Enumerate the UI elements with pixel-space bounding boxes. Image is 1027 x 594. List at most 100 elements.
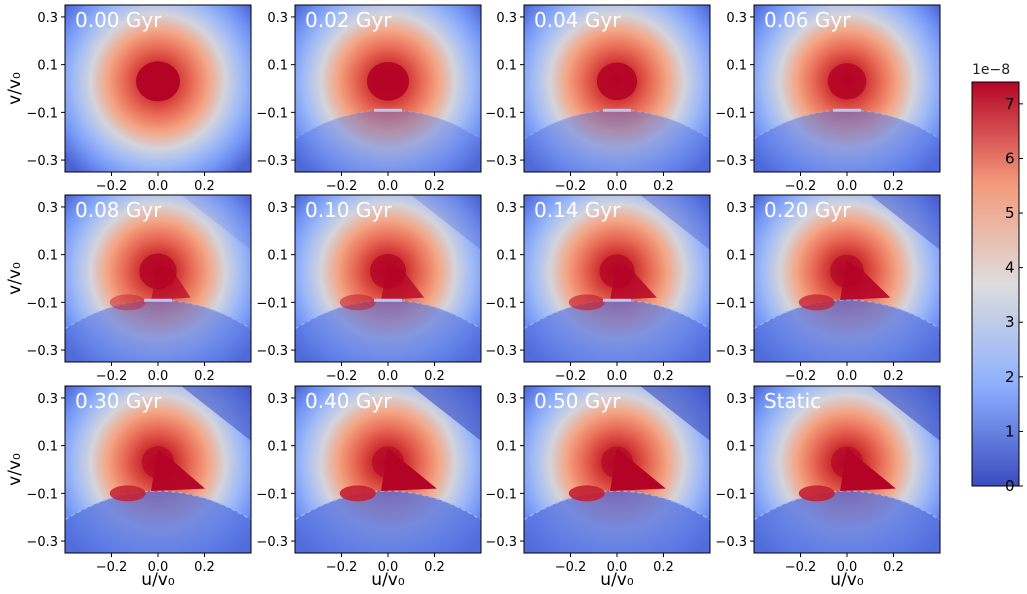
- x-tick-label: 0.0: [148, 179, 169, 194]
- heatmap-panel: 0.04 Gyr −0.2 0.0 0.2 0.3 0.1 −0.1 −0.3: [485, 4, 711, 194]
- y-tick-label: 0.3: [726, 11, 747, 26]
- x-tick-label: −0.2: [96, 179, 128, 194]
- density-low-region: [870, 195, 940, 250]
- y-tick-label: 0.3: [496, 392, 517, 407]
- panel-time-label: 0.04 Gyr: [534, 8, 621, 32]
- y-tick-label: 0.3: [37, 201, 58, 216]
- y-axis-label: v/v₀: [5, 262, 25, 295]
- y-tick-label: 0.1: [496, 59, 517, 74]
- density-low-region: [640, 195, 710, 250]
- colorbar-tick-label: 3: [1005, 313, 1015, 331]
- colorbar: 1e−8 0 1 2 3 4 5 6 7: [971, 62, 1023, 495]
- heatmap-panel: 0.02 Gyr −0.2 0.0 0.2 0.3 0.1 −0.1 −0.3: [256, 4, 482, 194]
- x-axis-label: u/v₀: [600, 570, 634, 590]
- x-tick-label: −0.2: [326, 179, 358, 194]
- density-arc-region: [295, 110, 481, 172]
- panel-time-label: 0.20 Gyr: [764, 198, 851, 222]
- heatmap-panel: 0.40 Gyr −0.2 0.0 0.2 0.3 0.1 −0.1 −0.3 u/v₀: [256, 385, 482, 590]
- density-lobe: [339, 294, 376, 311]
- resonance-strip: [603, 108, 631, 112]
- panel-time-label: 0.40 Gyr: [305, 389, 392, 413]
- heatmap-panel: 0.10 Gyr −0.2 0.0 0.2 0.3 0.1 −0.1 −0.3: [256, 194, 482, 384]
- x-tick-label: 0.0: [148, 560, 169, 575]
- density-wedge: [840, 448, 896, 491]
- y-tick-label: −0.1: [256, 106, 288, 121]
- density-wedge: [840, 260, 891, 300]
- y-tick-label: 0.1: [267, 440, 288, 455]
- density-low-region: [181, 386, 251, 441]
- colorbar-multiplier: 1e−8: [972, 62, 1010, 78]
- density-wedge: [151, 449, 206, 491]
- y-axis-label: v/v₀: [5, 453, 25, 486]
- x-tick-label: 0.2: [194, 179, 215, 194]
- x-tick-label: 0.2: [424, 179, 445, 194]
- heatmap-panel: 0.50 Gyr −0.2 0.0 0.2 0.3 0.1 −0.1 −0.3 u/v₀: [485, 385, 711, 590]
- y-tick-label: 0.1: [267, 59, 288, 74]
- panel-time-label: 0.14 Gyr: [534, 198, 621, 222]
- x-tick-label: −0.2: [96, 560, 128, 575]
- y-tick-label: −0.3: [715, 154, 747, 169]
- density-wedge: [381, 264, 425, 300]
- colorbar-tick-label: 7: [1005, 95, 1015, 113]
- panel-time-label: 0.06 Gyr: [764, 8, 851, 32]
- y-tick-label: −0.3: [485, 154, 517, 169]
- x-tick-label: −0.2: [555, 179, 587, 194]
- y-tick-label: −0.3: [26, 344, 58, 359]
- arc-boundary: [295, 490, 481, 521]
- density-arc-region: [754, 110, 940, 172]
- density-arc-region: [65, 300, 251, 362]
- y-tick-label: −0.1: [485, 296, 517, 311]
- x-tick-label: 0.0: [607, 369, 628, 384]
- density-core: [366, 61, 410, 101]
- density-lobe: [339, 485, 376, 502]
- heatmap-panel: 0.30 Gyr −0.2 0.0 0.2 0.3 0.1 −0.1 −0.3 v/v₀ u/v₀: [5, 385, 252, 590]
- y-tick-label: −0.3: [485, 344, 517, 359]
- x-tick-label: 0.2: [653, 179, 674, 194]
- x-tick-label: −0.2: [326, 369, 358, 384]
- x-tick-label: 0.2: [653, 369, 674, 384]
- x-tick-label: 0.2: [883, 179, 904, 194]
- heatmap-panel: 0.00 Gyr −0.2 0.0 0.2 0.3 0.1 −0.1 −0.3 v/v₀: [5, 4, 252, 194]
- density-arc-region: [295, 491, 481, 553]
- colorbar-tick-label: 5: [1005, 204, 1015, 222]
- panel-time-label: 0.30 Gyr: [75, 389, 162, 413]
- panel-time-label: 0.00 Gyr: [75, 8, 162, 32]
- y-tick-label: 0.1: [726, 59, 747, 74]
- x-tick-label: −0.2: [785, 179, 817, 194]
- density-low-region: [640, 386, 710, 441]
- density-lobe: [109, 485, 146, 502]
- y-tick-label: −0.3: [485, 535, 517, 550]
- x-tick-label: 0.2: [194, 369, 215, 384]
- density-arc-region: [754, 491, 940, 553]
- heatmap-panel: 0.14 Gyr −0.2 0.0 0.2 0.3 0.1 −0.1 −0.3: [485, 194, 711, 384]
- x-tick-label: 0.0: [148, 369, 169, 384]
- y-tick-label: 0.1: [37, 59, 58, 74]
- density-lobe: [798, 485, 835, 502]
- panel-time-label: 0.02 Gyr: [305, 8, 392, 32]
- heatmap-panel: 0.08 Gyr −0.2 0.0 0.2 0.3 0.1 −0.1 −0.3 v/v₀: [5, 194, 252, 384]
- resonance-strip: [374, 298, 402, 302]
- x-axis-label: u/v₀: [371, 570, 405, 590]
- density-core: [827, 63, 867, 100]
- y-tick-label: 0.3: [37, 392, 58, 407]
- density-low-region: [870, 386, 940, 441]
- x-tick-label: 0.2: [653, 560, 674, 575]
- y-tick-label: −0.3: [715, 535, 747, 550]
- y-tick-label: −0.1: [256, 296, 288, 311]
- y-tick-label: −0.3: [256, 535, 288, 550]
- density-wedge: [381, 448, 437, 491]
- x-tick-label: 0.0: [607, 560, 628, 575]
- y-tick-label: −0.1: [26, 296, 58, 311]
- x-tick-label: −0.2: [555, 560, 587, 575]
- arc-boundary: [65, 490, 251, 521]
- x-tick-label: 0.0: [607, 179, 628, 194]
- density-lobe: [109, 294, 146, 311]
- y-tick-label: −0.1: [715, 106, 747, 121]
- x-axis-label: u/v₀: [830, 570, 864, 590]
- x-tick-label: −0.2: [555, 369, 587, 384]
- y-tick-label: −0.3: [256, 154, 288, 169]
- x-tick-label: −0.2: [326, 560, 358, 575]
- resonance-strip: [374, 108, 402, 112]
- y-tick-label: −0.3: [26, 535, 58, 550]
